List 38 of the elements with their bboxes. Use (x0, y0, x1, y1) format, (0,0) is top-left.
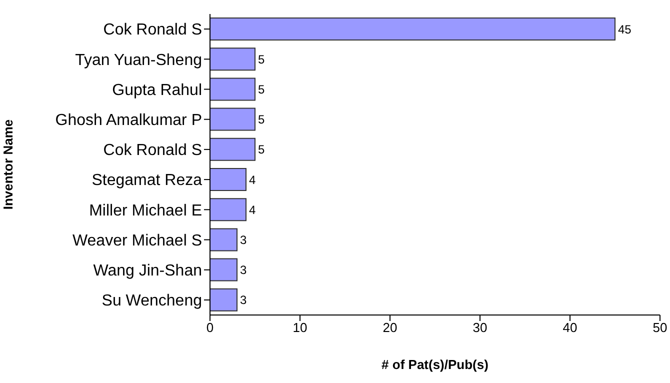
data-label: 45 (618, 22, 632, 36)
y-tick-label: Cok Ronald S (103, 22, 202, 39)
bar (210, 168, 246, 191)
x-tick-label: 20 (382, 320, 398, 336)
data-label: 3 (240, 263, 247, 278)
y-tick-label: Wang Jin-Shan (93, 262, 202, 280)
x-tick-label: 30 (472, 320, 488, 336)
y-tick-label: Gupta Rahul (112, 82, 202, 99)
y-tick-label: Miller Michael E (89, 202, 202, 220)
bar (210, 48, 256, 71)
data-label: 3 (240, 293, 247, 308)
bar (210, 198, 246, 222)
y-axis-title: Inventor Name (0, 119, 16, 210)
x-axis-title: # of Pat(s)/Pub(s) (382, 357, 488, 372)
y-tick-label: Cok Ronald S (103, 142, 202, 160)
bar (210, 108, 256, 131)
x-tick-label: 0 (206, 320, 214, 336)
y-tick-label: Ghosh Amalkumar P (55, 112, 202, 130)
x-tick-label: 10 (292, 320, 308, 336)
y-tick-label: Weaver Michael S (72, 232, 202, 250)
data-label: 5 (258, 142, 265, 157)
data-label: 5 (258, 52, 265, 66)
data-label: 3 (240, 232, 247, 247)
y-tick-label: Tyan Yuan-Sheng (75, 52, 202, 69)
data-label: 5 (258, 82, 265, 96)
y-tick-label: Su Wencheng (102, 292, 202, 310)
data-label: 4 (249, 172, 256, 187)
data-label: 4 (249, 202, 256, 217)
bar (210, 78, 256, 101)
y-tick-label: Stegamat Reza (92, 172, 202, 190)
bar (210, 258, 238, 282)
x-tick-label: 50 (652, 320, 668, 336)
bar (210, 288, 238, 312)
bar (210, 18, 616, 40)
bar (210, 138, 256, 161)
x-tick-label: 40 (562, 320, 578, 336)
bar (210, 228, 238, 252)
data-label: 5 (258, 112, 265, 127)
